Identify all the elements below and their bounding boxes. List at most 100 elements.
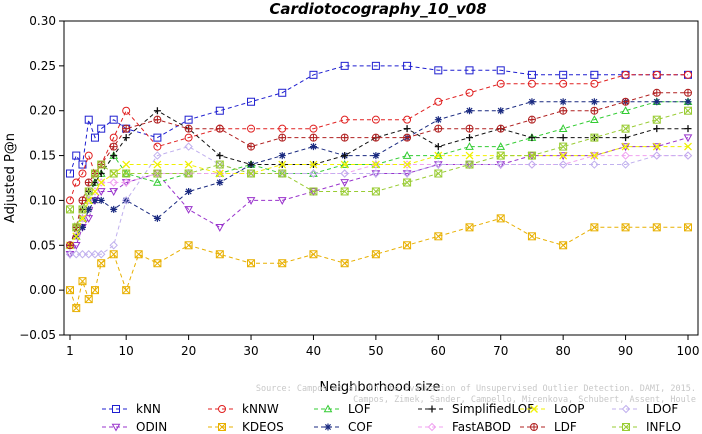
- series-line-knn: [69, 65, 688, 174]
- legend-label-kdeos: KDEOS: [242, 420, 284, 434]
- legend-marker-odin: [111, 423, 121, 432]
- data-point-lof: [621, 106, 630, 115]
- legend-marker-fastabod: [427, 422, 437, 432]
- data-point-knn: [72, 151, 81, 160]
- data-point-lof: [433, 151, 443, 159]
- data-point-ldof: [78, 250, 87, 259]
- data-point-simplifiedlof: [622, 134, 630, 142]
- data-point-knnw: [434, 97, 443, 106]
- data-point-inflo: [371, 187, 380, 196]
- data-point-ldf: [78, 196, 87, 205]
- data-point-knnw: [84, 151, 93, 160]
- legend-item-fastabod: FastABOD: [418, 420, 511, 434]
- data-point-ldf: [590, 106, 599, 115]
- data-point-knnw: [78, 169, 87, 178]
- data-point-cof: [153, 214, 161, 222]
- data-point-knnw: [684, 70, 692, 79]
- legend: kNN ODIN kNNW KDEOS LOF COF SimplifiedLOF FastA…: [102, 402, 681, 434]
- data-point-simplifiedlof: [403, 125, 411, 133]
- data-point-simplifiedlof: [684, 125, 692, 133]
- data-point-ldof: [434, 160, 443, 169]
- data-point-knnw: [340, 115, 349, 124]
- y-tick-label: 0.00: [29, 283, 56, 297]
- data-point-inflo: [465, 160, 474, 169]
- series-ldof: [65, 142, 693, 259]
- data-point-inflo: [215, 160, 224, 169]
- x-tick-label: 90: [618, 344, 633, 358]
- data-point-odin: [215, 224, 225, 232]
- data-point-inflo: [66, 205, 74, 214]
- data-point-ldf: [215, 124, 224, 133]
- data-point-knn: [403, 61, 412, 70]
- data-point-knn: [278, 88, 287, 97]
- series-line-simplifiedlof: [69, 110, 688, 246]
- data-point-ldof: [652, 151, 661, 160]
- data-point-kdeos: [84, 295, 93, 304]
- data-point-lof: [402, 151, 412, 159]
- data-point-simplifiedlof: [528, 134, 536, 142]
- data-point-ldof: [527, 160, 537, 169]
- data-point-simplifiedlof: [122, 134, 130, 142]
- data-point-loop: [215, 169, 224, 178]
- data-point-fastabod: [84, 196, 93, 205]
- legend-item-inflo: INFLO: [612, 420, 681, 434]
- data-point-knn: [559, 70, 568, 79]
- data-point-loop: [652, 142, 661, 151]
- data-point-inflo: [84, 187, 93, 196]
- data-point-kdeos: [403, 241, 412, 250]
- data-point-knn: [247, 97, 256, 106]
- data-point-cof: [434, 116, 442, 124]
- data-point-odin: [683, 134, 693, 143]
- data-point-simplifiedlof: [341, 152, 349, 160]
- data-point-cof: [559, 98, 567, 106]
- data-point-knnw: [465, 88, 474, 97]
- legend-item-loop: LoOP: [520, 402, 585, 416]
- data-point-ldf: [247, 142, 256, 151]
- data-point-ldof: [590, 160, 599, 169]
- x-tick-label: 100: [677, 344, 700, 358]
- data-point-cof: [497, 107, 505, 115]
- legend-marker-lof: [323, 404, 333, 413]
- data-point-kdeos: [496, 214, 505, 223]
- legend-item-knnw: kNNW: [208, 402, 279, 416]
- legend-marker-inflo: [622, 423, 630, 431]
- legend-marker-kdeos: [218, 423, 226, 431]
- series-knnw: [66, 70, 692, 205]
- data-point-cof: [185, 187, 193, 195]
- data-point-ldof: [121, 196, 131, 205]
- data-point-kdeos: [122, 286, 131, 295]
- series-line-inflo: [69, 110, 689, 229]
- y-axis-label: Adjusted P@n: [3, 133, 18, 223]
- data-point-kdeos: [465, 223, 474, 232]
- data-point-simplifiedlof: [434, 143, 442, 151]
- data-point-loop: [340, 160, 349, 169]
- series-line-loop: [69, 146, 688, 246]
- legend-label-ldof: LDOF: [646, 402, 678, 416]
- data-point-ldof: [683, 151, 693, 160]
- legend-label-lof: LOF: [348, 402, 371, 416]
- data-point-knn: [184, 115, 193, 124]
- series-line-ldf: [69, 92, 688, 246]
- y-axis: −0.05 0.00 0.05 0.10 0.15 0.20 0.25 0.30: [19, 14, 64, 342]
- data-point-knn: [371, 61, 380, 70]
- y-tick-label: 0.10: [29, 193, 56, 207]
- legend-item-knn: kNN: [102, 402, 161, 416]
- data-point-inflo: [278, 169, 287, 178]
- data-point-ldf: [559, 106, 568, 115]
- data-point-knnw: [559, 79, 568, 88]
- legend-label-cof: COF: [348, 420, 373, 434]
- data-point-kdeos: [153, 259, 162, 268]
- data-point-inflo: [109, 169, 118, 178]
- data-point-knn: [109, 115, 118, 124]
- data-point-loop: [590, 151, 599, 160]
- data-point-cof: [97, 196, 105, 204]
- data-point-cof: [309, 143, 317, 151]
- data-point-simplifiedlof: [110, 152, 118, 160]
- data-point-fastabod: [109, 178, 118, 187]
- legend-label-knn: kNN: [136, 402, 161, 416]
- data-point-kdeos: [109, 250, 118, 259]
- data-point-kdeos: [340, 259, 349, 268]
- data-point-ldof: [309, 169, 318, 178]
- data-point-cof: [372, 152, 380, 160]
